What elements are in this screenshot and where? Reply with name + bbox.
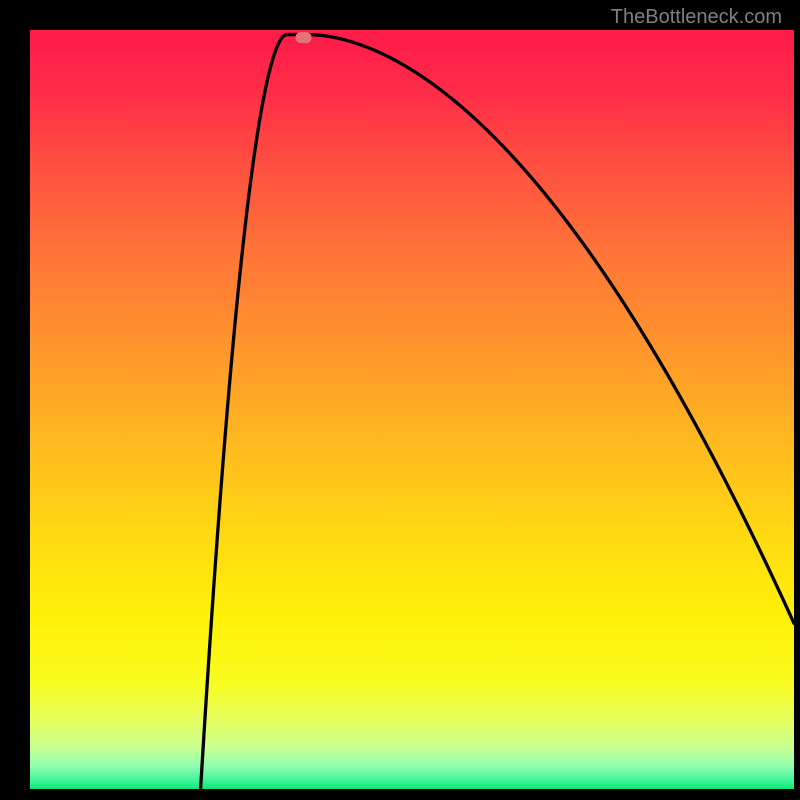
chart-svg	[0, 0, 800, 800]
watermark-text: TheBottleneck.com	[611, 6, 782, 29]
plot-background	[30, 30, 794, 789]
current-config-marker	[296, 32, 312, 43]
bottleneck-chart	[0, 0, 800, 800]
